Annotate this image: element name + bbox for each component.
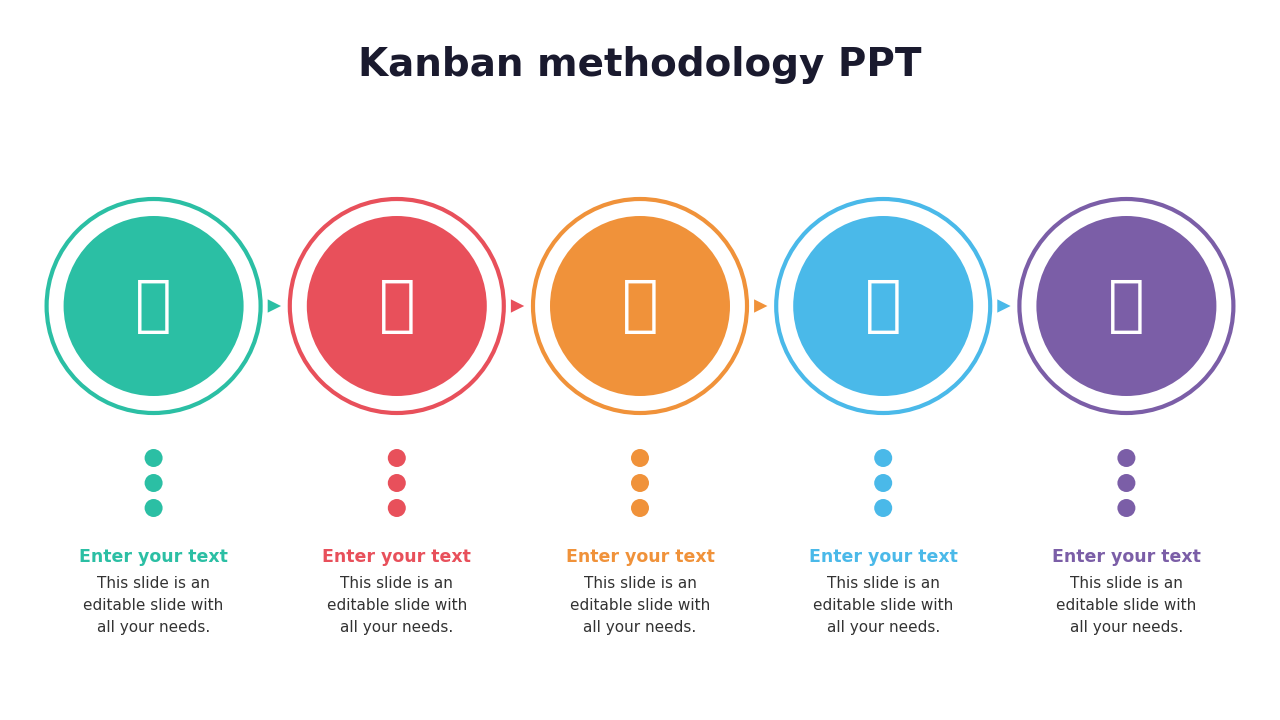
Circle shape [388,499,406,517]
Circle shape [874,449,892,467]
Text: Kanban methodology PPT: Kanban methodology PPT [358,46,922,84]
Circle shape [794,216,973,396]
Circle shape [874,474,892,492]
Text: This slide is an
editable slide with
all your needs.: This slide is an editable slide with all… [570,576,710,636]
Circle shape [307,216,486,396]
Text: This slide is an
editable slide with
all your needs.: This slide is an editable slide with all… [813,576,954,636]
Circle shape [1117,449,1135,467]
Text: 📦: 📦 [865,276,901,336]
Circle shape [289,199,504,413]
Text: 👥: 👥 [1108,276,1144,336]
Circle shape [145,449,163,467]
Circle shape [145,474,163,492]
Text: Enter your text: Enter your text [323,548,471,566]
Text: This slide is an
editable slide with
all your needs.: This slide is an editable slide with all… [1056,576,1197,636]
Text: 💡: 💡 [136,276,172,336]
Text: Enter your text: Enter your text [809,548,957,566]
Circle shape [550,216,730,396]
Circle shape [874,499,892,517]
Text: Enter your text: Enter your text [566,548,714,566]
Circle shape [1117,499,1135,517]
Text: This slide is an
editable slide with
all your needs.: This slide is an editable slide with all… [83,576,224,636]
Circle shape [1037,216,1216,396]
Text: Enter your text: Enter your text [79,548,228,566]
Circle shape [631,474,649,492]
Circle shape [64,216,243,396]
Circle shape [631,499,649,517]
Circle shape [388,474,406,492]
Circle shape [776,199,991,413]
Circle shape [1019,199,1234,413]
Circle shape [631,449,649,467]
Text: Enter your text: Enter your text [1052,548,1201,566]
Text: This slide is an
editable slide with
all your needs.: This slide is an editable slide with all… [326,576,467,636]
Circle shape [46,199,261,413]
Text: 🕸: 🕸 [622,276,658,336]
Circle shape [388,449,406,467]
Circle shape [145,499,163,517]
Circle shape [1117,474,1135,492]
Circle shape [532,199,748,413]
Text: 🎯: 🎯 [379,276,415,336]
